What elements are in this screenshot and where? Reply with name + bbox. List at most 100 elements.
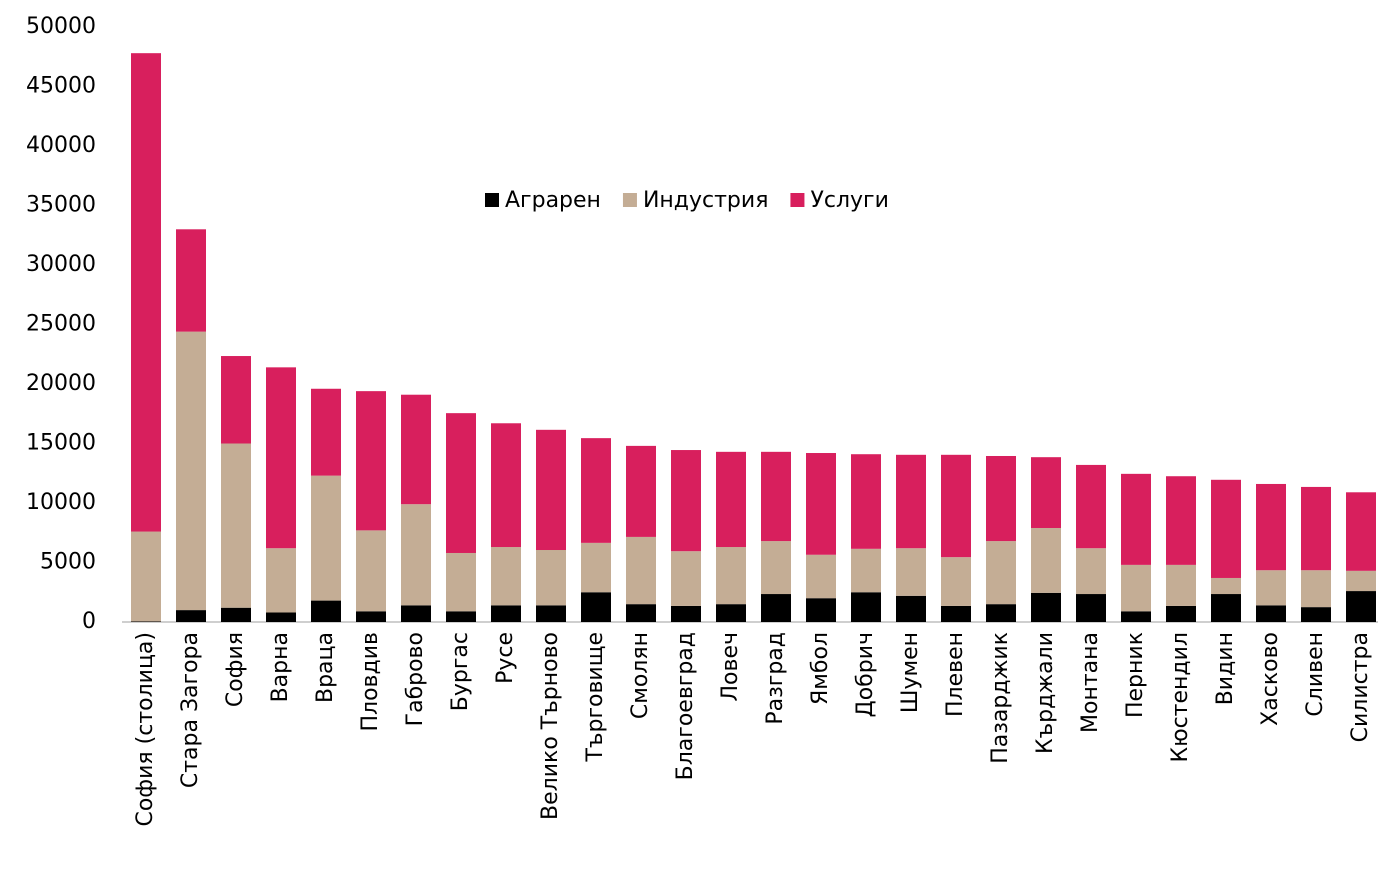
- bar-segment: [941, 557, 971, 606]
- y-tick-label: 5000: [40, 550, 96, 575]
- bar-segment: [311, 475, 341, 601]
- bar-segment: [1166, 476, 1196, 565]
- bar-segment: [1211, 479, 1241, 578]
- bar-segment: [671, 450, 701, 552]
- y-tick-label: 45000: [26, 74, 96, 99]
- x-tick-label: Видин: [1213, 632, 1238, 705]
- bar-segment: [1076, 548, 1106, 595]
- bar-segment: [581, 438, 611, 543]
- x-tick-label: Ямбол: [808, 632, 833, 705]
- bar-segment: [761, 594, 791, 622]
- bar-segment: [986, 604, 1016, 622]
- y-tick-label: 30000: [26, 252, 96, 277]
- bar-segment: [1346, 570, 1376, 592]
- x-tick-label: Смолян: [628, 632, 653, 719]
- y-tick-label: 35000: [26, 193, 96, 218]
- bar-segment: [221, 607, 251, 622]
- legend-label: Услуги: [810, 188, 888, 213]
- x-tick-label: Враца: [313, 632, 338, 703]
- x-tick-label: Кърджали: [1033, 632, 1058, 754]
- bar-segment: [401, 605, 431, 622]
- bar-segment: [761, 541, 791, 595]
- bar-segment: [716, 451, 746, 548]
- x-tick-label: Плевен: [943, 632, 968, 717]
- bar-segment: [1166, 564, 1196, 606]
- legend-swatch: [485, 193, 499, 207]
- x-tick-label: Търговище: [583, 632, 608, 763]
- bar-segment: [941, 454, 971, 558]
- bar-segment: [626, 445, 656, 537]
- x-tick-label: Монтана: [1078, 632, 1103, 733]
- legend-swatch: [622, 193, 637, 207]
- bar-segment: [1031, 457, 1061, 528]
- bar-segment: [1031, 592, 1061, 622]
- bar-segment: [626, 604, 656, 622]
- x-tick-label: Габрово: [403, 632, 428, 726]
- x-tick-label: Добрич: [853, 632, 878, 717]
- bar-segment: [1301, 570, 1331, 608]
- x-tick-label: Кюстендил: [1168, 632, 1193, 763]
- bar-segment: [266, 612, 296, 622]
- bar-segment: [716, 604, 746, 622]
- bar-segment: [446, 413, 476, 553]
- bar-segment: [311, 388, 341, 476]
- bar-segment: [1121, 564, 1151, 612]
- x-tick-label: Пловдив: [358, 632, 383, 732]
- x-tick-label: Стара Загора: [178, 632, 203, 788]
- bar-segment: [266, 367, 296, 549]
- bar-segment: [761, 451, 791, 542]
- bar-segment: [581, 592, 611, 622]
- bar-segment: [311, 600, 341, 622]
- bar-segment: [221, 356, 251, 444]
- bar-segment: [356, 391, 386, 531]
- bar-segment: [401, 394, 431, 505]
- bar-segment: [806, 554, 836, 599]
- y-tick-label: 50000: [26, 14, 96, 39]
- bar-segment: [1346, 492, 1376, 571]
- x-tick-label: Бургас: [448, 632, 473, 711]
- bar-segment: [1211, 594, 1241, 622]
- bar-segment: [221, 443, 251, 608]
- bar-segment: [131, 53, 161, 532]
- x-tick-label: Варна: [268, 632, 293, 702]
- bar-segment: [1256, 605, 1286, 622]
- x-tick-label: София: [223, 632, 248, 707]
- bar-segment: [716, 547, 746, 605]
- bar-segment: [851, 592, 881, 622]
- x-tick-label: Велико Търново: [538, 632, 563, 820]
- bar-segment: [1121, 611, 1151, 622]
- x-tick-label: Шумен: [898, 632, 923, 713]
- bar-segment: [1121, 473, 1151, 565]
- legend-label: Аграрен: [505, 188, 601, 213]
- bar-segment: [986, 455, 1016, 542]
- bar-segment: [1076, 464, 1106, 549]
- bar-segment: [491, 605, 521, 622]
- bar-segment: [896, 454, 926, 549]
- bar-segment: [536, 605, 566, 622]
- x-tick-label: Ловеч: [718, 632, 743, 702]
- x-tick-label: София (столица): [133, 632, 158, 827]
- x-tick-label: Благоевград: [673, 632, 698, 780]
- bar-segment: [806, 453, 836, 555]
- bar-segment: [896, 595, 926, 622]
- bar-segment: [446, 611, 476, 622]
- x-tick-label: Хасково: [1258, 632, 1283, 726]
- y-tick-label: 15000: [26, 431, 96, 456]
- bar-segment: [1256, 483, 1286, 571]
- bar-segment: [491, 423, 521, 548]
- x-tick-label: Перник: [1123, 632, 1148, 718]
- bar-segment: [401, 504, 431, 606]
- bar-segment: [1166, 605, 1196, 622]
- bar-segment: [1346, 591, 1376, 622]
- bar-segment: [1031, 527, 1061, 593]
- y-tick-label: 40000: [26, 133, 96, 158]
- bar-segment: [1301, 607, 1331, 622]
- bar-segment: [536, 429, 566, 551]
- bar-segment: [896, 548, 926, 596]
- x-tick-label: Силистра: [1348, 632, 1373, 742]
- bar-segment: [131, 531, 161, 622]
- bar-segment: [806, 598, 836, 622]
- bar-segment: [536, 550, 566, 606]
- x-tick-label: Разград: [763, 632, 788, 725]
